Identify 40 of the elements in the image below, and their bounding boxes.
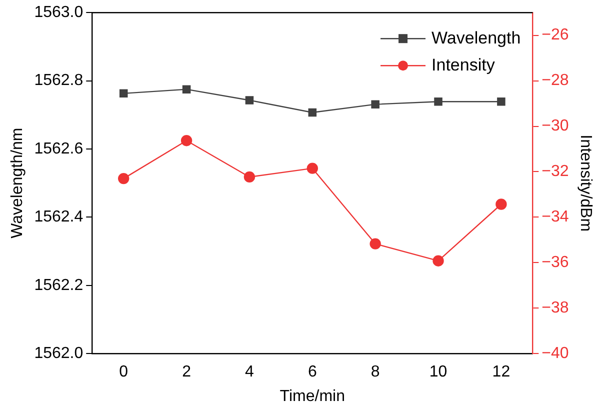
point	[244, 171, 256, 183]
point	[180, 134, 192, 146]
point	[434, 97, 442, 106]
point	[308, 108, 317, 117]
y2-tick-label: −28	[542, 72, 569, 90]
y2-tick-label: −40	[542, 345, 569, 362]
x-tick-label: 6	[308, 364, 317, 381]
x-tick-label: 8	[370, 364, 380, 381]
y-axis-title: Wavelength/nm	[9, 128, 26, 238]
y2-tick-label: −32	[542, 163, 569, 180]
point	[118, 172, 130, 184]
point	[306, 162, 318, 174]
x-tick-label: 10	[429, 364, 448, 381]
y2-tick-label: −26	[542, 26, 569, 44]
point	[432, 255, 444, 266]
legend-label: Intensity	[432, 55, 496, 74]
point	[182, 85, 191, 94]
y2-tick-label: −36	[542, 254, 569, 272]
point	[245, 96, 254, 104]
y-tick-label: 1562.0	[34, 345, 84, 362]
y-tick-label: 1562.6	[34, 140, 84, 158]
y-tick-label: 1562.8	[34, 72, 84, 90]
point	[370, 238, 381, 250]
y2-axis-title: Intensity/dBm	[576, 134, 594, 232]
x-tick-label: 12	[492, 364, 510, 381]
x-axis-title: Time/min	[280, 388, 345, 405]
x-tick-label: 2	[182, 364, 192, 381]
y-tick-label: 1562.4	[34, 208, 84, 226]
y2-tick-label: −38	[542, 300, 569, 317]
y2-tick-label: −34	[542, 208, 569, 226]
y-tick-label: 1562.2	[34, 276, 84, 294]
x-tick-label: 0	[119, 364, 128, 381]
legend-label: Wavelength	[432, 28, 521, 48]
y-tick-label: 1563.0	[34, 4, 84, 22]
point	[496, 198, 507, 210]
point	[497, 97, 506, 106]
point	[119, 89, 128, 98]
y2-tick-label: −30	[542, 118, 569, 135]
x-tick-label: 4	[245, 364, 254, 381]
point	[371, 100, 380, 108]
